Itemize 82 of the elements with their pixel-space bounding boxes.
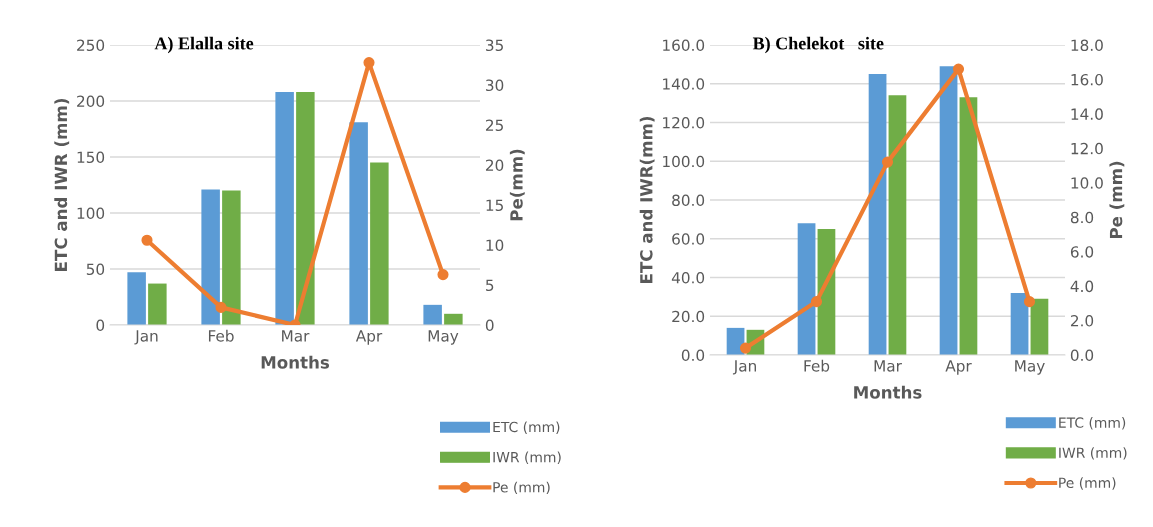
- legend-label: ETC (mm): [493, 421, 560, 434]
- bar: [797, 223, 816, 355]
- point: [952, 63, 965, 75]
- y-tick-label: 0.0: [681, 349, 705, 362]
- legend-label: ETC (mm): [1059, 417, 1126, 430]
- y-tick-label: 60.0: [672, 233, 705, 245]
- x-tick-label: Feb: [804, 359, 830, 372]
- y-tick-label: 200: [77, 95, 105, 108]
- bar: [349, 122, 368, 325]
- x-tick-label: May: [428, 330, 459, 345]
- y-tick-label: 80.0: [672, 194, 705, 207]
- y-axis-title: ETC and IWR(mm): [639, 116, 655, 283]
- y2-tick-label: 12.0: [1071, 142, 1103, 155]
- bar: [148, 283, 167, 325]
- point: [141, 234, 153, 246]
- y-tick-label: 140.0: [663, 78, 705, 90]
- y2-axis-title: Pe (mm): [1109, 161, 1125, 239]
- point: [810, 296, 823, 308]
- y2-tick-label: 0: [485, 319, 494, 332]
- y2-tick-label: 10.0: [1071, 177, 1103, 189]
- bar: [296, 92, 315, 325]
- x-tick-label: Jan: [134, 330, 158, 345]
- y2-tick-label: 25: [485, 119, 503, 132]
- y2-tick-label: 4.0: [1070, 280, 1094, 293]
- point: [215, 301, 227, 313]
- y2-tick-label: 5: [486, 279, 494, 292]
- bar: [1030, 298, 1049, 355]
- y-tick-label: 160.0: [663, 39, 705, 52]
- point: [739, 342, 752, 354]
- y-tick-label: 100: [77, 207, 105, 220]
- y-axis-title: ETC and IWR (mm): [54, 99, 70, 271]
- y2-tick-label: 15: [486, 199, 503, 212]
- bar: [275, 92, 294, 325]
- y2-tick-label: 20: [485, 159, 504, 172]
- x-tick-label: Jan: [732, 360, 756, 375]
- y2-axis-title: Pe(mm): [509, 149, 525, 221]
- x-tick-label: May: [1015, 360, 1045, 375]
- bar: [1010, 293, 1029, 355]
- y2-tick-label: 30: [486, 79, 504, 92]
- y2-tick-label: 6.0: [1070, 246, 1094, 258]
- legend-label: Pe (mm): [1059, 477, 1116, 490]
- legend-label: IWR (mm): [1059, 447, 1127, 460]
- y-tick-label: 250: [77, 39, 105, 52]
- y2-tick-label: 35: [486, 39, 503, 52]
- y2-tick-label: 0.0: [1070, 349, 1094, 362]
- legend-label: Pe (mm): [493, 481, 550, 495]
- bar: [959, 97, 978, 355]
- y-tick-label: 150: [77, 151, 105, 164]
- chart-title: B) Chelekot site: [752, 36, 884, 54]
- x-tick-label: Mar: [282, 330, 310, 342]
- y2-tick-label: 16.0: [1071, 73, 1103, 86]
- y-tick-label: 0: [96, 319, 105, 332]
- point: [437, 269, 449, 281]
- y-tick-label: 50: [86, 263, 105, 276]
- x-axis-title: Months: [854, 385, 922, 399]
- legend-label: IWR (mm): [493, 451, 561, 464]
- bar: [888, 95, 907, 355]
- y2-tick-label: 18.0: [1071, 39, 1103, 52]
- y2-tick-label: 14.0: [1071, 108, 1103, 120]
- y2-tick-label: 10: [486, 239, 504, 252]
- x-tick-label: Mar: [874, 360, 902, 372]
- y-tick-label: 40.0: [671, 271, 705, 284]
- bar: [444, 313, 463, 325]
- x-axis-title: Months: [261, 355, 330, 369]
- bar: [201, 189, 220, 325]
- point: [1023, 296, 1036, 308]
- y-tick-label: 100.0: [663, 155, 705, 168]
- y-tick-label: 20.0: [672, 310, 705, 323]
- bar: [127, 272, 146, 325]
- y2-tick-label: 8.0: [1070, 211, 1094, 224]
- bar: [423, 304, 442, 325]
- bar: [370, 162, 389, 325]
- point: [881, 156, 894, 168]
- x-tick-label: Apr: [355, 330, 383, 345]
- x-tick-label: Feb: [208, 329, 234, 342]
- x-tick-label: Apr: [945, 360, 972, 375]
- y-tick-label: 120.0: [663, 116, 705, 129]
- bar: [868, 74, 887, 355]
- bar: [939, 66, 958, 355]
- y2-tick-label: 2.0: [1070, 315, 1094, 327]
- bar: [222, 190, 241, 325]
- chart-title: A) Elalla site: [154, 36, 254, 54]
